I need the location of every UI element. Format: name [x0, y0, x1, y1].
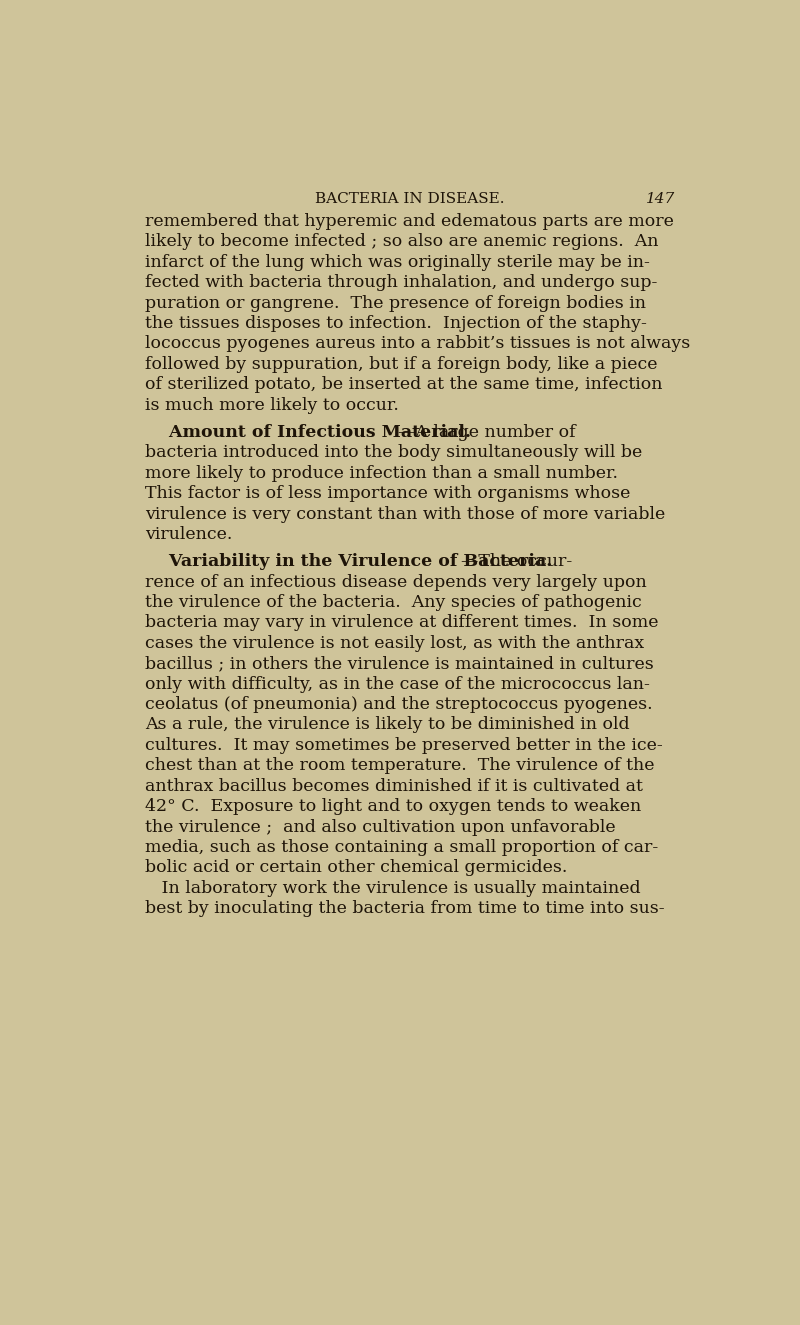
Text: is much more likely to occur.: is much more likely to occur. [145, 396, 399, 413]
Text: cultures.  It may sometimes be preserved better in the ice-: cultures. It may sometimes be preserved … [145, 737, 662, 754]
Text: As a rule, the virulence is likely to be diminished in old: As a rule, the virulence is likely to be… [145, 717, 630, 734]
Text: Variability in the Virulence of Bacteria.: Variability in the Virulence of Bacteria… [145, 554, 552, 570]
Text: the virulence ;  and also cultivation upon unfavorable: the virulence ; and also cultivation upo… [145, 819, 615, 836]
Text: chest than at the room temperature.  The virulence of the: chest than at the room temperature. The … [145, 758, 654, 774]
Text: the virulence of the bacteria.  Any species of pathogenic: the virulence of the bacteria. Any speci… [145, 594, 642, 611]
Text: virulence.: virulence. [145, 526, 232, 543]
Text: remembered that hyperemic and edematous parts are more: remembered that hyperemic and edematous … [145, 213, 674, 231]
Text: fected with bacteria through inhalation, and undergo sup-: fected with bacteria through inhalation,… [145, 274, 658, 292]
Text: bolic acid or certain other chemical germicides.: bolic acid or certain other chemical ger… [145, 860, 567, 876]
Text: bacteria introduced into the body simultaneously will be: bacteria introduced into the body simult… [145, 444, 642, 461]
Text: more likely to produce infection than a small number.: more likely to produce infection than a … [145, 465, 618, 482]
Text: followed by suppuration, but if a foreign body, like a piece: followed by suppuration, but if a foreig… [145, 355, 658, 372]
Text: infarct of the lung which was originally sterile may be in-: infarct of the lung which was originally… [145, 253, 650, 270]
Text: only with difficulty, as in the case of the micrococcus lan-: only with difficulty, as in the case of … [145, 676, 650, 693]
Text: the tissues disposes to infection.  Injection of the staphy-: the tissues disposes to infection. Injec… [145, 315, 647, 333]
Text: In laboratory work the virulence is usually maintained: In laboratory work the virulence is usua… [145, 880, 641, 897]
Text: virulence is very constant than with those of more variable: virulence is very constant than with tho… [145, 506, 666, 522]
Text: bacteria may vary in virulence at different times.  In some: bacteria may vary in virulence at differ… [145, 615, 658, 632]
Text: media, such as those containing a small proportion of car-: media, such as those containing a small … [145, 839, 658, 856]
Text: best by inoculating the bacteria from time to time into sus-: best by inoculating the bacteria from ti… [145, 900, 665, 917]
Text: 42° C.  Exposure to light and to oxygen tends to weaken: 42° C. Exposure to light and to oxygen t… [145, 798, 642, 815]
Text: —A large number of: —A large number of [398, 424, 575, 441]
Text: ceolatus (of pneumonia) and the streptococcus pyogenes.: ceolatus (of pneumonia) and the streptoc… [145, 696, 653, 713]
Text: BACTERIA IN DISEASE.: BACTERIA IN DISEASE. [315, 192, 505, 207]
Text: puration or gangrene.  The presence of foreign bodies in: puration or gangrene. The presence of fo… [145, 294, 646, 311]
Text: of sterilized potato, be inserted at the same time, infection: of sterilized potato, be inserted at the… [145, 376, 662, 394]
Text: rence of an infectious disease depends very largely upon: rence of an infectious disease depends v… [145, 574, 646, 591]
Text: This factor is of less importance with organisms whose: This factor is of less importance with o… [145, 485, 630, 502]
Text: bacillus ; in others the virulence is maintained in cultures: bacillus ; in others the virulence is ma… [145, 656, 654, 672]
Text: Amount of Infectious Material.: Amount of Infectious Material. [145, 424, 471, 441]
Text: 147: 147 [646, 192, 675, 207]
Text: —The occur-: —The occur- [461, 554, 572, 570]
Text: likely to become infected ; so also are anemic regions.  An: likely to become infected ; so also are … [145, 233, 658, 250]
Text: anthrax bacillus becomes diminished if it is cultivated at: anthrax bacillus becomes diminished if i… [145, 778, 643, 795]
Text: lococcus pyogenes aureus into a rabbit’s tissues is not always: lococcus pyogenes aureus into a rabbit’s… [145, 335, 690, 352]
Text: cases the virulence is not easily lost, as with the anthrax: cases the virulence is not easily lost, … [145, 635, 644, 652]
